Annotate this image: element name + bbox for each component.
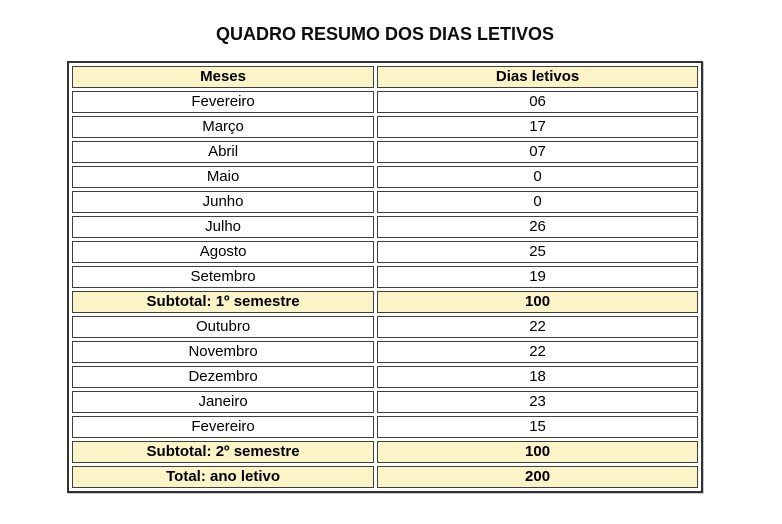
days-cell: 23 bbox=[377, 391, 698, 413]
month-cell: Fevereiro bbox=[72, 416, 375, 438]
month-cell: Março bbox=[72, 116, 375, 138]
days-cell: 22 bbox=[377, 341, 698, 363]
month-cell: Abril bbox=[72, 141, 375, 163]
subtotal-row: Subtotal: 1º semestre 100 bbox=[72, 291, 698, 313]
days-cell: 100 bbox=[377, 291, 698, 313]
table-row: Novembro 22 bbox=[72, 341, 698, 363]
table-row: Abril 07 bbox=[72, 141, 698, 163]
month-cell: Janeiro bbox=[72, 391, 375, 413]
days-cell: 07 bbox=[377, 141, 698, 163]
table-row: Fevereiro 15 bbox=[72, 416, 698, 438]
document-content: QUADRO RESUMO DOS DIAS LETIVOS Meses Dia… bbox=[67, 24, 703, 493]
table-row: Março 17 bbox=[72, 116, 698, 138]
total-row: Total: ano letivo 200 bbox=[72, 466, 698, 488]
month-cell: Dezembro bbox=[72, 366, 375, 388]
table-row: Dezembro 18 bbox=[72, 366, 698, 388]
table-body: Fevereiro 06 Março 17 Abril 07 Maio 0 Junho 0 Julh… bbox=[72, 91, 698, 488]
table-header-row: Meses Dias letivos bbox=[72, 66, 698, 88]
month-cell: Julho bbox=[72, 216, 375, 238]
days-cell: 19 bbox=[377, 266, 698, 288]
column-header-meses: Meses bbox=[72, 66, 375, 88]
month-cell: Novembro bbox=[72, 341, 375, 363]
table-row: Junho 0 bbox=[72, 191, 698, 213]
month-cell: Subtotal: 2º semestre bbox=[72, 441, 375, 463]
month-cell: Fevereiro bbox=[72, 91, 375, 113]
month-cell: Setembro bbox=[72, 266, 375, 288]
page-title: QUADRO RESUMO DOS DIAS LETIVOS bbox=[215, 24, 555, 44]
school-days-summary-table: Meses Dias letivos Fevereiro 06 Março 17 Abr… bbox=[67, 61, 703, 493]
days-cell: 25 bbox=[377, 241, 698, 263]
month-cell: Agosto bbox=[72, 241, 375, 263]
month-cell: Maio bbox=[72, 166, 375, 188]
table-row: Agosto 25 bbox=[72, 241, 698, 263]
month-cell: Total: ano letivo bbox=[72, 466, 375, 488]
month-cell: Subtotal: 1º semestre bbox=[72, 291, 375, 313]
table-row: Julho 26 bbox=[72, 216, 698, 238]
subtotal-row: Subtotal: 2º semestre 100 bbox=[72, 441, 698, 463]
table-row: Maio 0 bbox=[72, 166, 698, 188]
table-row: Janeiro 23 bbox=[72, 391, 698, 413]
days-cell: 200 bbox=[377, 466, 698, 488]
table-row: Fevereiro 06 bbox=[72, 91, 698, 113]
column-header-dias-letivos: Dias letivos bbox=[377, 66, 698, 88]
days-cell: 0 bbox=[377, 191, 698, 213]
table-row: Outubro 22 bbox=[72, 316, 698, 338]
days-cell: 06 bbox=[377, 91, 698, 113]
month-cell: Outubro bbox=[72, 316, 375, 338]
days-cell: 15 bbox=[377, 416, 698, 438]
table-row: Setembro 19 bbox=[72, 266, 698, 288]
days-cell: 0 bbox=[377, 166, 698, 188]
days-cell: 18 bbox=[377, 366, 698, 388]
days-cell: 26 bbox=[377, 216, 698, 238]
days-cell: 17 bbox=[377, 116, 698, 138]
days-cell: 100 bbox=[377, 441, 698, 463]
month-cell: Junho bbox=[72, 191, 375, 213]
days-cell: 22 bbox=[377, 316, 698, 338]
